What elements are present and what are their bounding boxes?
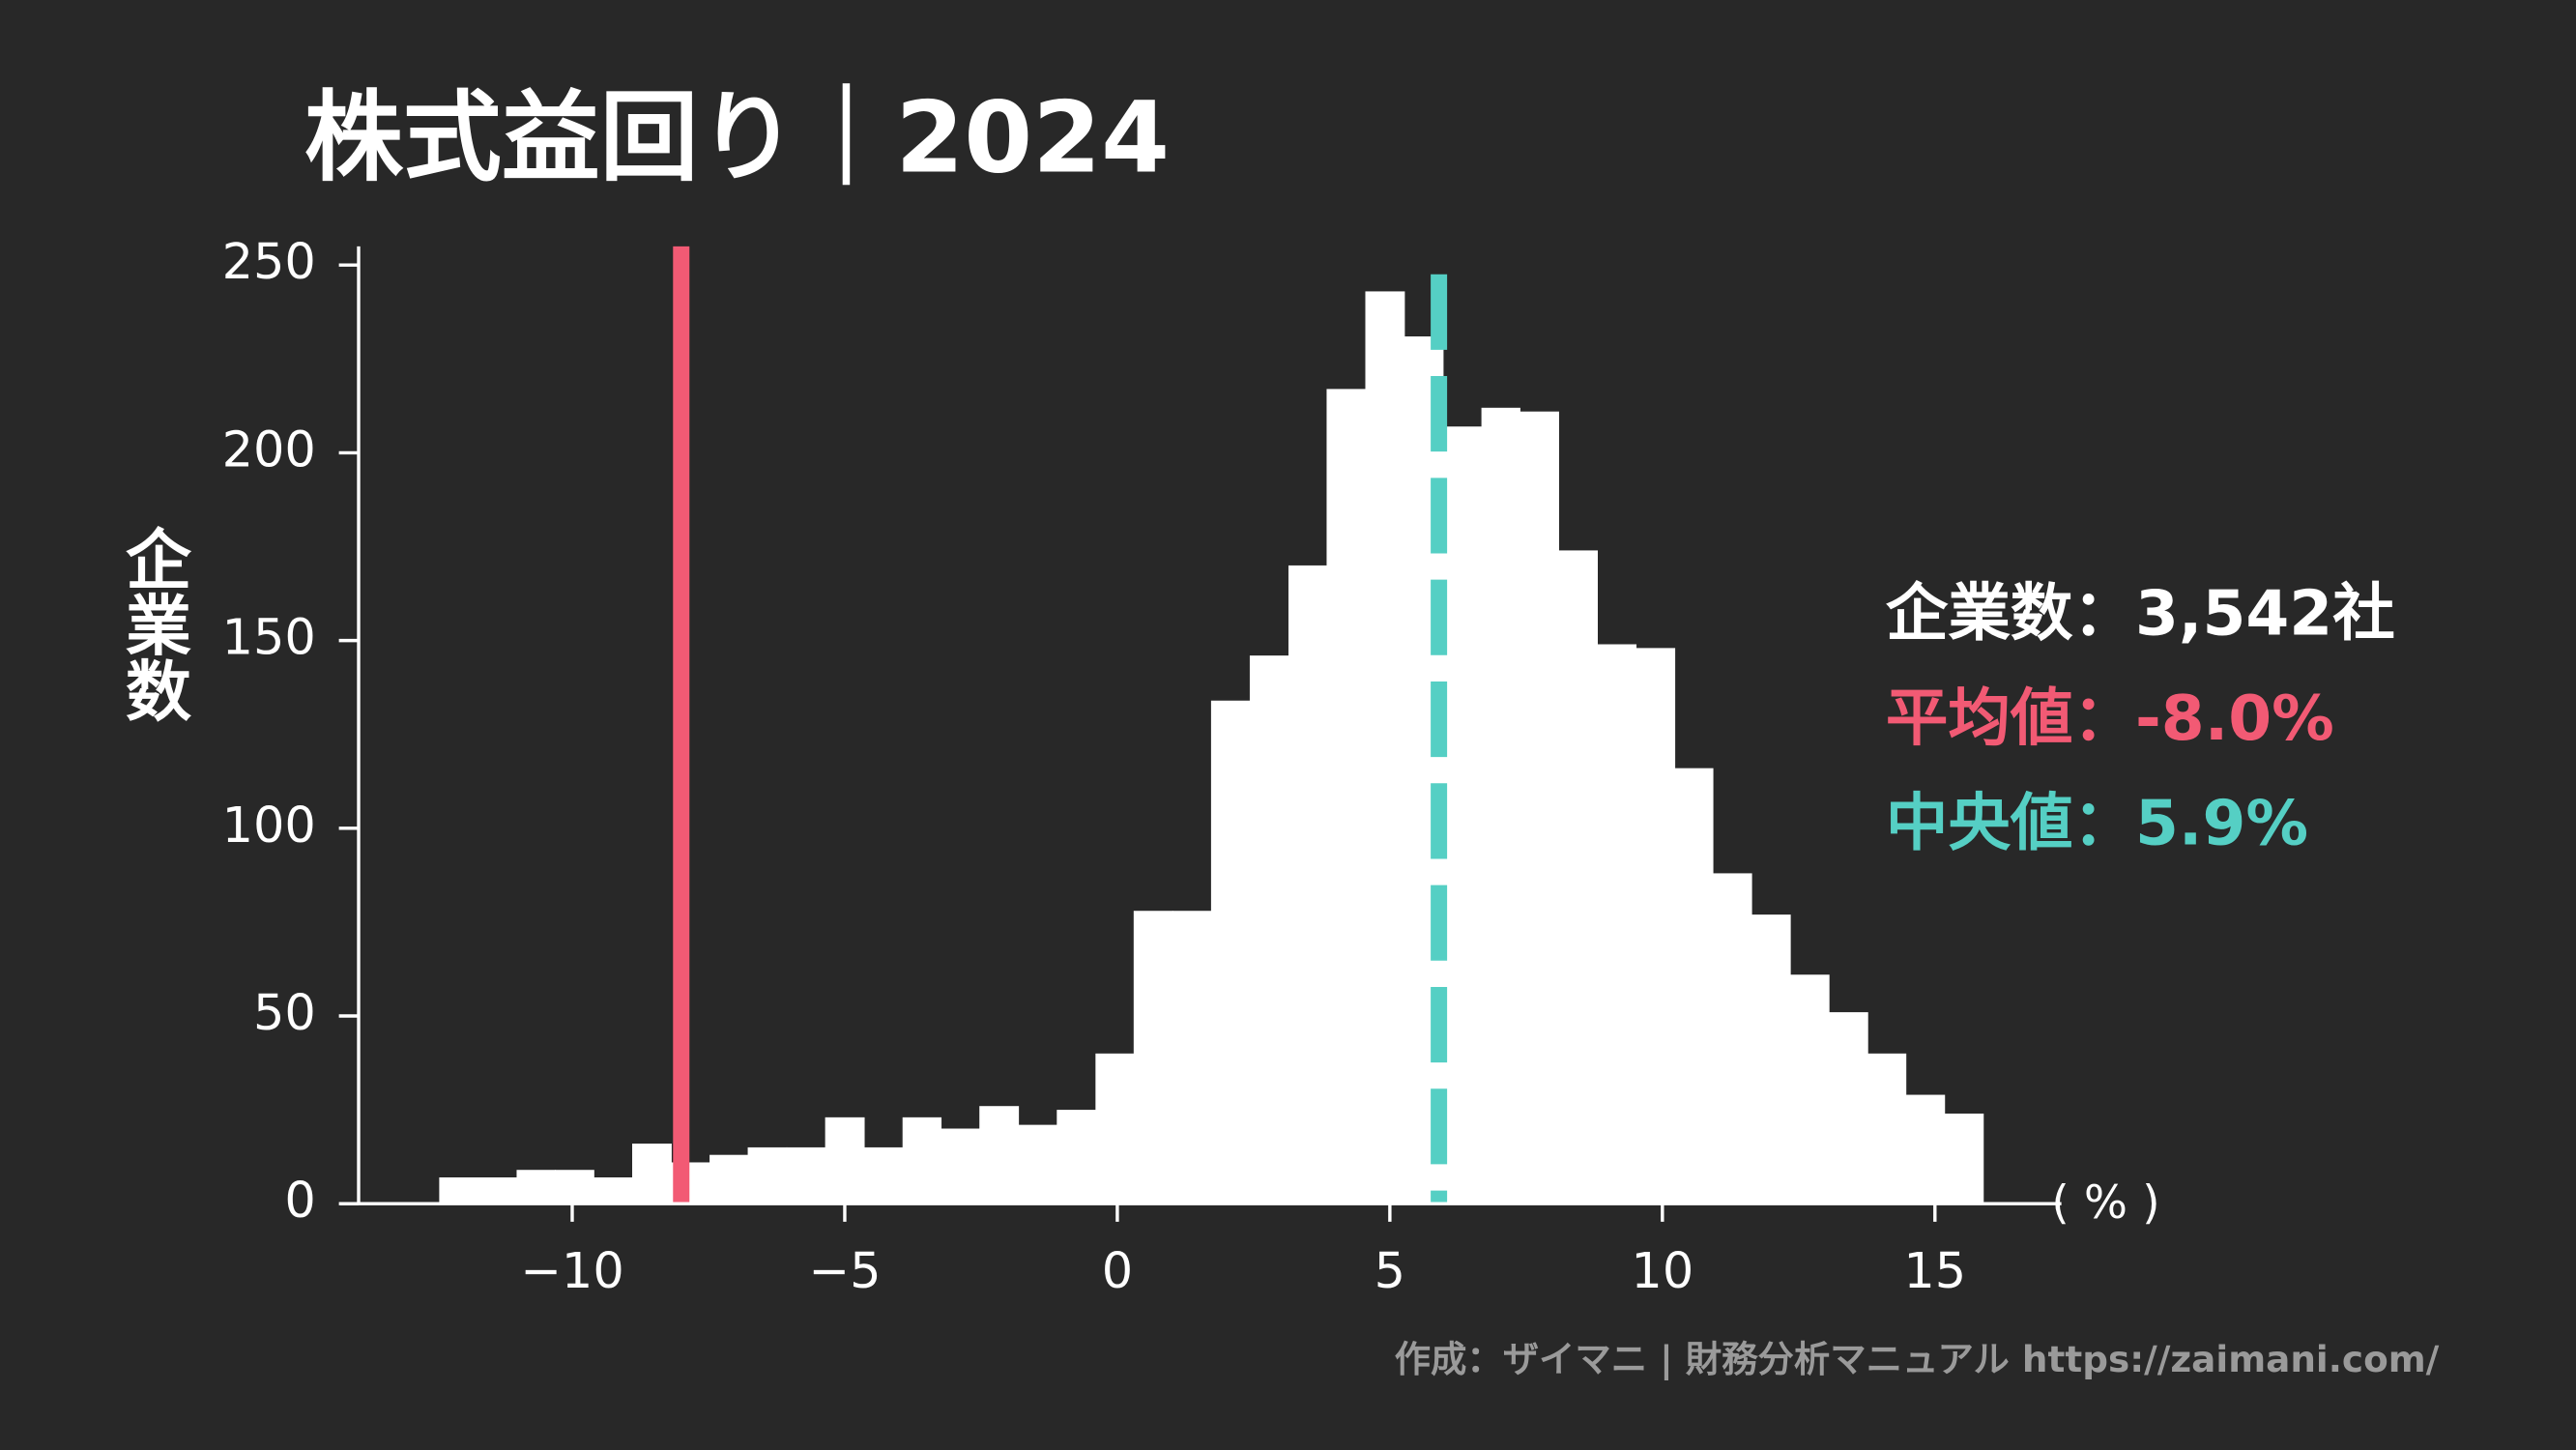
- bar: [593, 1177, 633, 1204]
- annotation: 平均値：-8.0%: [1886, 682, 2334, 755]
- x-tick-label: 5: [1375, 1243, 1405, 1300]
- bar: [1597, 644, 1637, 1204]
- bar: [747, 1146, 788, 1204]
- bar: [1442, 426, 1483, 1204]
- bar: [478, 1177, 518, 1204]
- bar: [1404, 336, 1444, 1204]
- bar: [632, 1144, 672, 1204]
- y-tick-label: 250: [222, 234, 316, 291]
- bar: [825, 1116, 865, 1204]
- bar: [1133, 911, 1173, 1204]
- bar: [1635, 648, 1676, 1204]
- bar: [1867, 1053, 1907, 1204]
- y-tick-label: 50: [253, 985, 316, 1042]
- y-axis-label: 企業数: [113, 525, 190, 722]
- bar: [979, 1106, 1020, 1204]
- x-tick-label: 15: [1903, 1243, 1966, 1300]
- y-tick-label: 0: [284, 1173, 315, 1230]
- bar: [516, 1170, 556, 1204]
- bar: [1249, 655, 1289, 1204]
- bar: [786, 1146, 826, 1204]
- bar: [1365, 291, 1405, 1204]
- bar: [941, 1128, 981, 1204]
- bar: [1056, 1110, 1097, 1204]
- bar: [1558, 550, 1599, 1204]
- bar: [902, 1116, 942, 1204]
- bar: [1674, 768, 1714, 1204]
- bar: [1018, 1124, 1058, 1204]
- bar: [1520, 411, 1559, 1204]
- bar: [1481, 407, 1520, 1204]
- bar: [1789, 974, 1830, 1204]
- bar: [709, 1154, 749, 1204]
- x-tick-label: −5: [808, 1243, 881, 1300]
- x-tick-label: 0: [1102, 1243, 1133, 1300]
- bar: [1905, 1094, 1946, 1204]
- bar: [439, 1177, 479, 1204]
- bar: [1210, 700, 1251, 1204]
- y-tick-label: 200: [222, 421, 316, 478]
- annotation: 企業数：3,542社: [1886, 577, 2395, 650]
- bar: [1751, 914, 1791, 1204]
- x-tick-label: 10: [1631, 1243, 1693, 1300]
- bar: [1288, 565, 1328, 1204]
- bar: [1944, 1113, 1984, 1204]
- bar: [1095, 1053, 1135, 1204]
- y-tick-label: 150: [222, 610, 316, 667]
- x-tick-label: −10: [520, 1243, 624, 1300]
- bar: [1326, 389, 1367, 1204]
- credit: 作成：ザイマニ | 財務分析マニュアル https://zaimani.com/: [1395, 1338, 2440, 1381]
- y-tick-label: 100: [222, 798, 316, 855]
- bar: [863, 1146, 904, 1204]
- chart-title: 株式益回り｜2024: [304, 80, 1170, 195]
- bar: [1712, 873, 1752, 1204]
- bar: [1172, 911, 1212, 1204]
- x-unit: ( % ): [2051, 1176, 2160, 1230]
- annotation: 中央値：5.9%: [1886, 788, 2308, 860]
- bar: [554, 1170, 594, 1204]
- bar: [1828, 1012, 1868, 1204]
